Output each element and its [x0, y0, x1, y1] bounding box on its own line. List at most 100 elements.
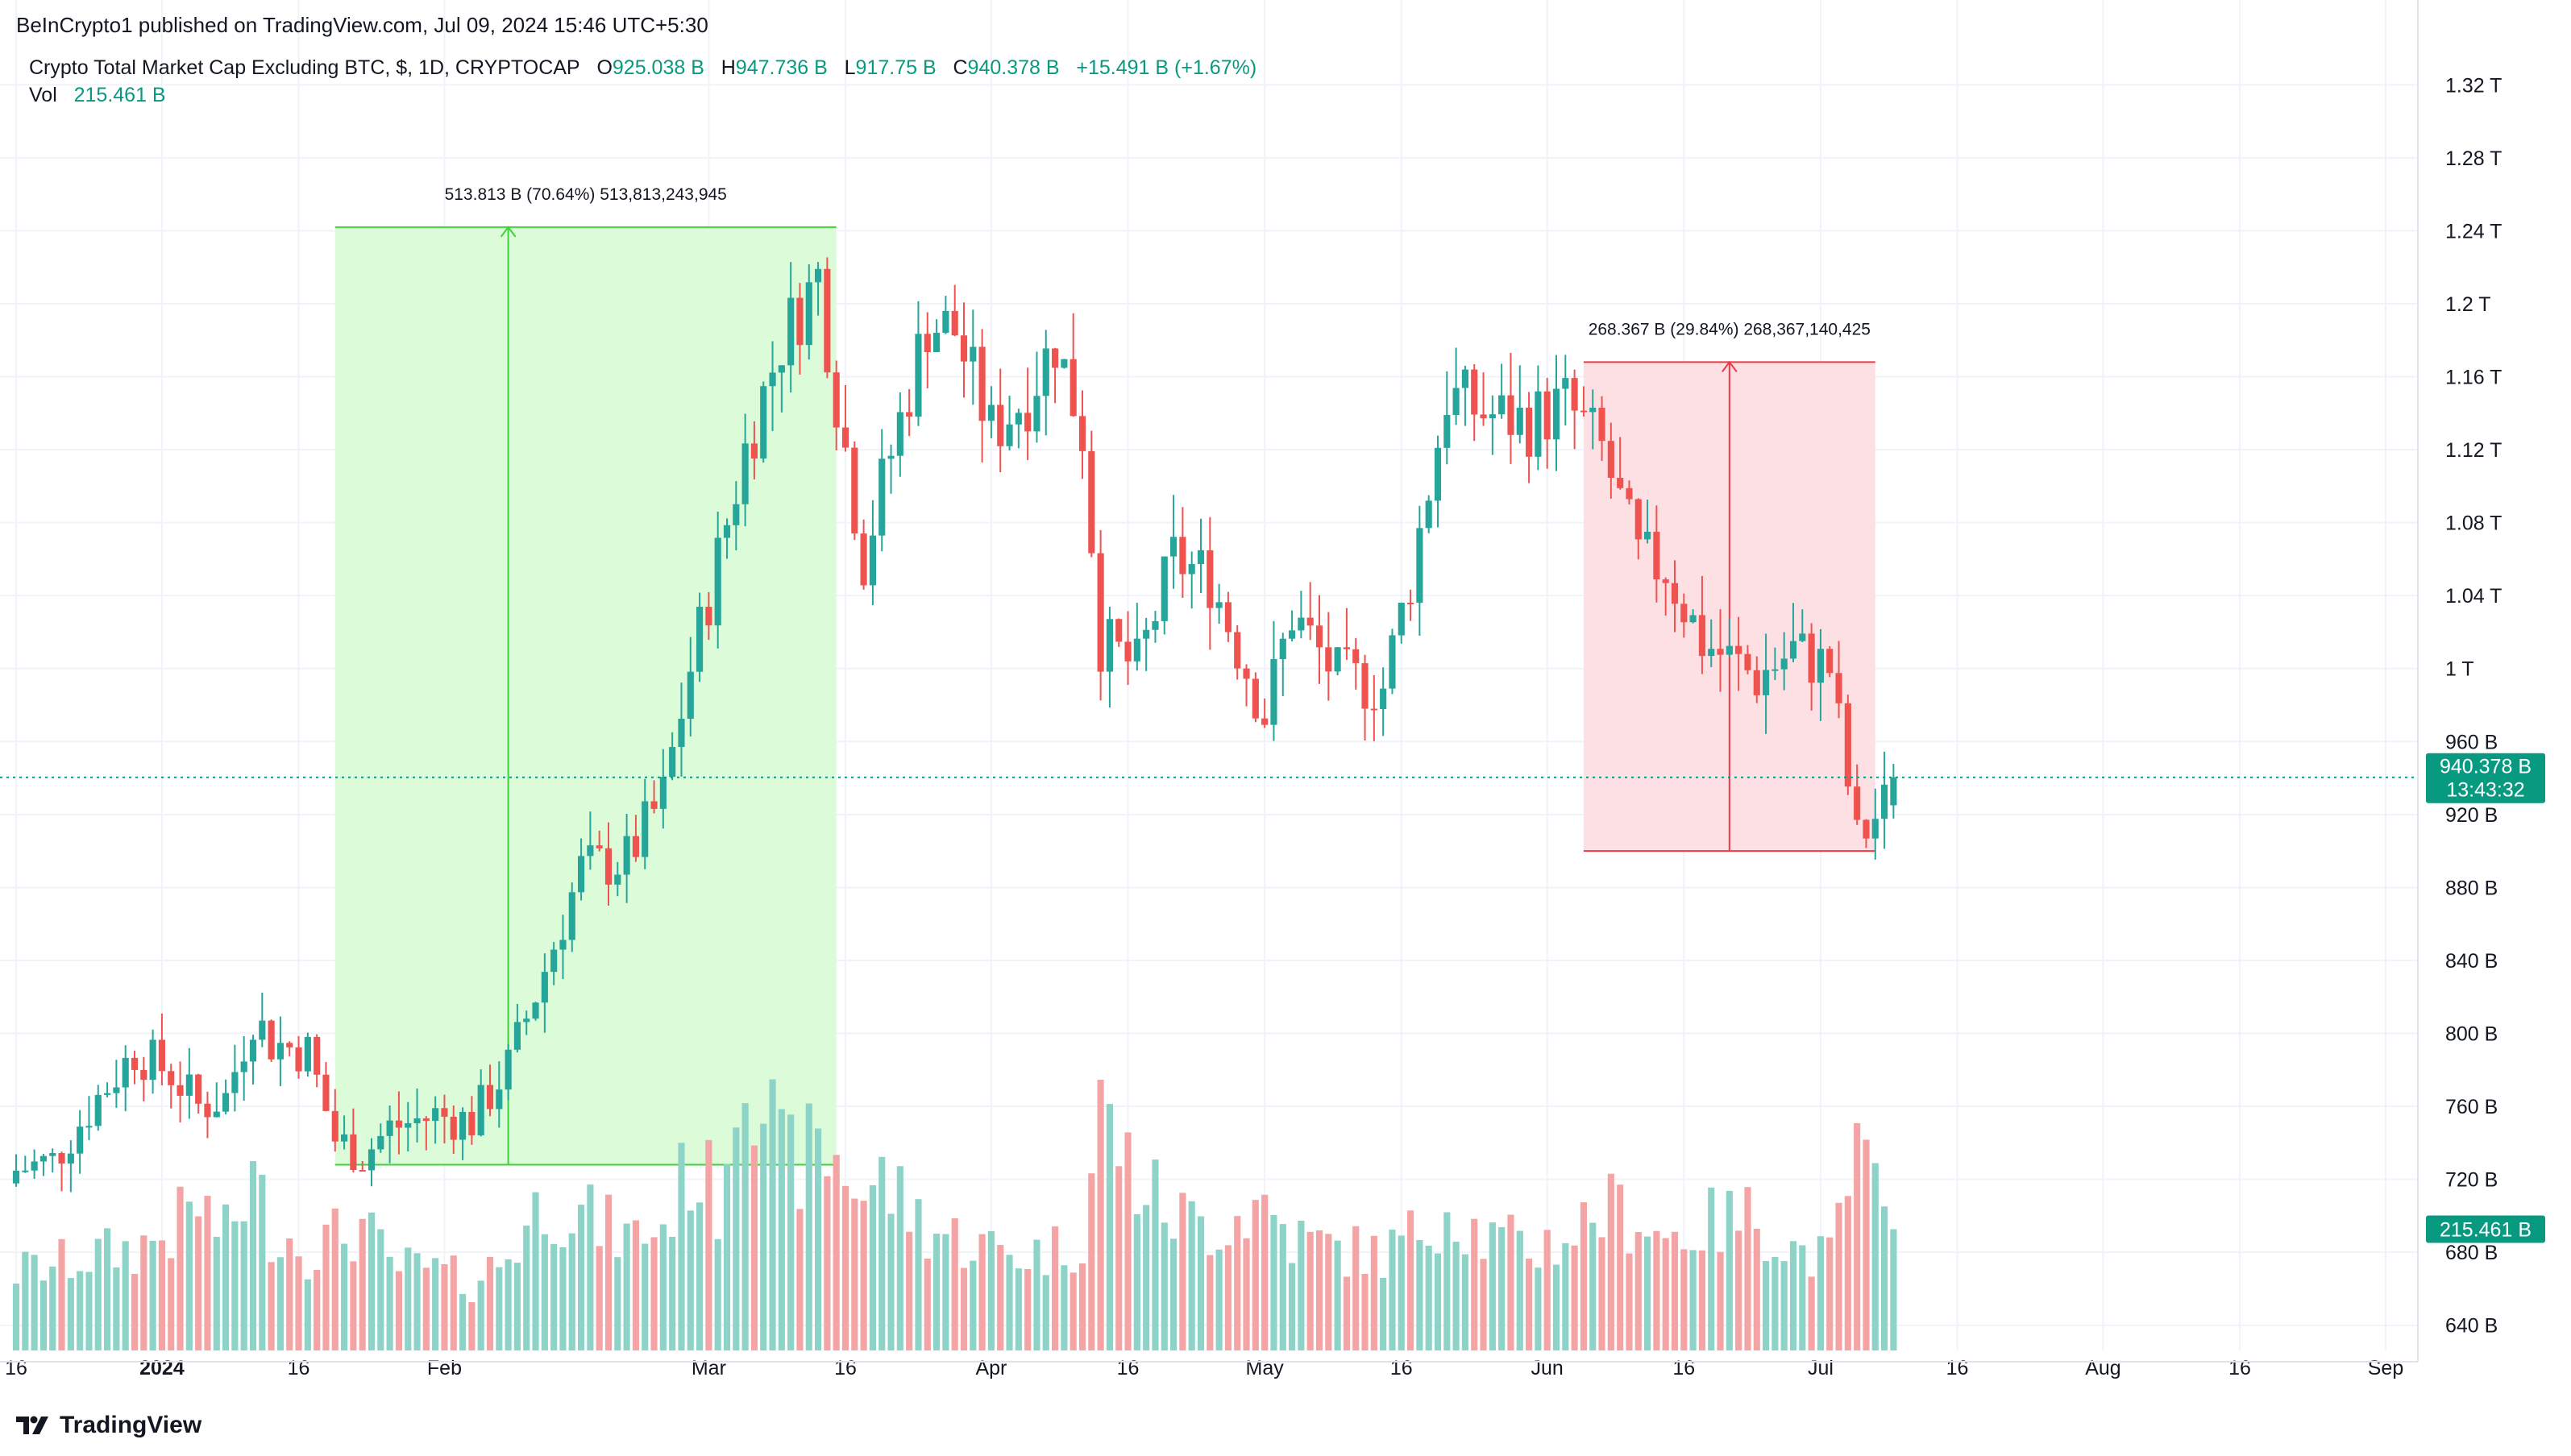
volume-bar — [304, 1279, 311, 1350]
volume-bar — [1653, 1230, 1660, 1350]
candle-body — [1252, 678, 1259, 719]
measurement-tools[interactable]: 513.813 B (70.64%) 513,813,243,945 268.36… — [334, 185, 1875, 1166]
candle-body — [295, 1047, 302, 1072]
volume-bar — [714, 1238, 721, 1350]
volume-bar — [1243, 1238, 1250, 1350]
volume-bar — [505, 1259, 512, 1350]
volume-bar — [1607, 1173, 1614, 1350]
volume-bar — [94, 1238, 102, 1350]
candle-body — [1033, 396, 1040, 432]
candle-body — [1197, 550, 1205, 565]
x-tick-label: 2024 — [139, 1357, 185, 1379]
volume-bar — [841, 1185, 849, 1350]
candle-body — [131, 1057, 139, 1070]
candle-body — [1434, 447, 1442, 501]
tradingview-logo-icon — [16, 1416, 48, 1434]
candle-body — [85, 1126, 93, 1128]
volume-bar — [1289, 1263, 1296, 1350]
volume-bar — [614, 1257, 621, 1350]
candle-body — [650, 801, 658, 809]
volume-bar — [1662, 1238, 1669, 1350]
candle-body — [1835, 673, 1842, 703]
candle-body — [249, 1039, 257, 1062]
volume-bar — [322, 1224, 330, 1350]
volume-bar — [1526, 1259, 1533, 1350]
candle-body — [104, 1093, 111, 1095]
x-tick-label: May — [1246, 1357, 1285, 1379]
candle-body — [1626, 487, 1633, 500]
volume-bar — [513, 1263, 521, 1350]
volume-bar — [213, 1236, 220, 1350]
symbol-title[interactable]: Crypto Total Market Cap Excluding BTC, $… — [29, 56, 580, 79]
candle-body — [1352, 649, 1360, 664]
volume-bar — [1398, 1235, 1405, 1350]
high-label: H — [721, 56, 736, 79]
ohlc-legend: Crypto Total Market Cap Excluding BTC, $… — [29, 56, 1256, 80]
volume-bar — [1416, 1239, 1423, 1350]
volume-bar — [77, 1271, 84, 1350]
volume-bar — [769, 1079, 776, 1350]
candle-body — [951, 310, 958, 336]
candle-body — [1370, 708, 1377, 711]
x-tick-label: Sep — [2368, 1357, 2403, 1379]
volume-bar — [1562, 1242, 1569, 1350]
candle-body — [158, 1039, 165, 1072]
volume-bar — [733, 1127, 740, 1350]
volume-bar — [1826, 1237, 1834, 1350]
candle-body — [1771, 669, 1779, 671]
volume-legend[interactable]: Vol 215.461 B — [29, 84, 166, 107]
short-arrow-head — [1722, 360, 1738, 372]
candle-body — [1133, 638, 1140, 662]
candle-body — [1207, 550, 1214, 608]
volume-bar — [1471, 1218, 1478, 1350]
candle-body — [1598, 408, 1605, 442]
candle-body — [1425, 500, 1432, 529]
y-tick-label: 1.28 T — [2445, 147, 2502, 170]
y-tick-label: 1.24 T — [2445, 220, 2502, 243]
candle-body — [632, 836, 639, 857]
x-tick-label: 16 — [1672, 1357, 1695, 1379]
volume-bar — [359, 1218, 366, 1350]
volume-bar — [659, 1224, 667, 1350]
volume-bar — [12, 1284, 20, 1350]
volume-bar — [1115, 1166, 1123, 1350]
candle-body — [550, 949, 558, 973]
volume-bars — [12, 1079, 1897, 1350]
volume-bar — [31, 1255, 38, 1350]
y-tick-label: 920 B — [2445, 804, 2498, 827]
candle-body — [477, 1085, 484, 1136]
volume-bar — [833, 1155, 840, 1350]
volume-bar — [1334, 1240, 1341, 1350]
candle-body — [604, 848, 613, 885]
candle-body — [860, 533, 867, 586]
volume-bar — [1571, 1245, 1578, 1350]
candle-body — [1680, 604, 1688, 623]
volume-bar — [1152, 1159, 1159, 1350]
volume-bar — [405, 1247, 412, 1350]
candle-body — [1789, 641, 1797, 659]
volume-bar — [286, 1238, 293, 1350]
candle-body — [1061, 359, 1068, 368]
volume-bar — [1871, 1163, 1879, 1350]
volume-bar — [805, 1103, 812, 1350]
candle-body — [1498, 395, 1506, 415]
volume-bar — [1753, 1228, 1760, 1350]
candle-body — [1416, 528, 1423, 604]
volume-bar — [1735, 1230, 1742, 1350]
tradingview-brand[interactable]: TradingView — [16, 1412, 201, 1439]
candle-body — [942, 310, 949, 333]
volume-bar — [1215, 1249, 1223, 1350]
volume-bar — [933, 1234, 941, 1350]
x-tick-label: 16 — [1117, 1357, 1140, 1379]
candle-body — [596, 845, 603, 848]
volume-bar — [1133, 1213, 1140, 1350]
axes: 1.32 T 1.28 T 1.24 T 1.2 T 1.16 T 1.12 T 1.08 … — [0, 0, 2502, 1379]
short-measure-label: 268.367 B (29.84%) 268,367,140,425 — [1589, 320, 1871, 338]
candle-body — [1234, 632, 1241, 669]
volume-bar — [1106, 1104, 1113, 1350]
volume-bar — [951, 1217, 958, 1350]
volume-bar — [669, 1236, 676, 1350]
last-volume-badge — [2426, 1215, 2545, 1243]
